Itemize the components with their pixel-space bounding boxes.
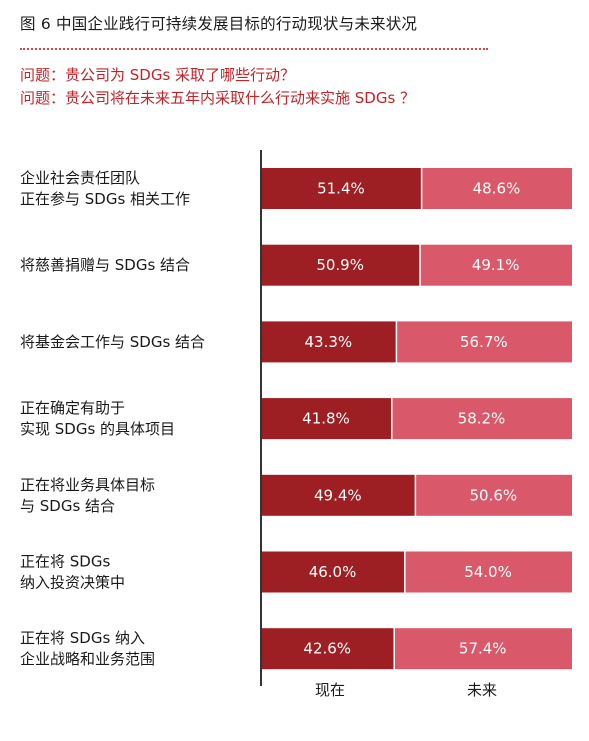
bar-future	[392, 398, 572, 440]
bar-future	[422, 168, 572, 209]
category-label: 企业社会责任团队	[20, 169, 140, 187]
category-label: 企业战略和业务范围	[20, 650, 155, 668]
bar-future	[416, 474, 572, 516]
bar-label-now: 43.3%	[305, 333, 353, 351]
category-label: 将基金会工作与 SDGs 结合	[20, 333, 205, 351]
bar-now	[261, 398, 391, 440]
bar-label-future: 58.2%	[458, 410, 506, 428]
bar-future	[394, 628, 572, 670]
category-label: 实现 SDGs 的具体项目	[20, 420, 175, 438]
bar-now	[261, 551, 405, 593]
bar-label-future: 49.1%	[472, 256, 520, 274]
legend-future: 未来	[467, 681, 497, 699]
bar-label-future: 56.7%	[460, 333, 508, 351]
question-2: 问题：贵公司将在未来五年内采取什么行动来实施 SDGs ？	[20, 89, 416, 107]
category-label: 正在确定有助于	[20, 399, 125, 417]
question-1: 问题：贵公司为 SDGs 采取了哪些行动？	[20, 66, 296, 84]
chart-title: 图 6 中国企业践行可持续发展目标的行动现状与未来状况	[20, 15, 418, 33]
bar-future	[397, 321, 572, 363]
category-label: 与 SDGs 结合	[20, 497, 115, 515]
bar-now	[261, 321, 396, 363]
category-label: 正在将 SDGs	[20, 553, 110, 571]
bar-label-now: 42.6%	[303, 640, 351, 658]
bar-label-now: 41.8%	[302, 410, 350, 428]
category-label: 纳入投资决策中	[20, 574, 125, 592]
bar-now	[261, 474, 415, 516]
bar-label-now: 50.9%	[316, 256, 364, 274]
category-label: 正在参与 SDGs 相关工作	[20, 190, 190, 208]
bar-label-now: 51.4%	[317, 180, 365, 198]
bar-label-now: 46.0%	[309, 563, 357, 581]
category-label: 正在将 SDGs 纳入	[20, 629, 145, 647]
bar-future	[420, 244, 572, 286]
bar-label-now: 49.4%	[314, 486, 362, 504]
bar-label-future: 54.0%	[464, 563, 512, 581]
category-label: 正在将业务具体目标	[20, 476, 155, 494]
bar-now	[261, 244, 420, 286]
legend-now: 现在	[315, 681, 345, 699]
bar-now	[261, 628, 394, 670]
category-label: 将慈善捐赠与 SDGs 结合	[20, 256, 190, 274]
bar-now	[261, 168, 421, 209]
bar-label-future: 57.4%	[459, 640, 507, 658]
title-divider	[20, 48, 488, 50]
bar-future	[405, 551, 572, 593]
bar-label-future: 50.6%	[469, 486, 517, 504]
bar-label-future: 48.6%	[473, 180, 521, 198]
